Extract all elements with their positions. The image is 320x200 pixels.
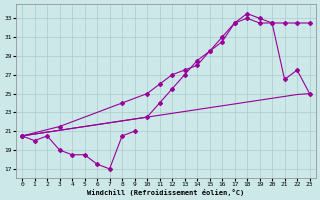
X-axis label: Windchill (Refroidissement éolien,°C): Windchill (Refroidissement éolien,°C) <box>87 189 244 196</box>
